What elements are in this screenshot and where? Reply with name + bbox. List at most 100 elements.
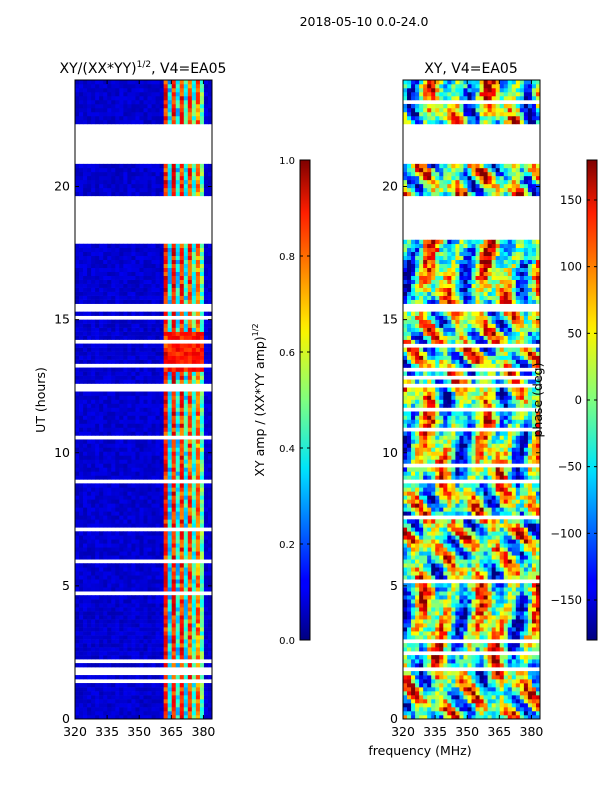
heatmap-cell (199, 283, 205, 288)
heatmap-cell (87, 375, 92, 380)
heatmap-cell (447, 647, 452, 652)
heatmap-cell (527, 647, 533, 652)
heatmap-cell (175, 255, 181, 261)
heatmap-cell (99, 691, 104, 696)
heatmap-cell (91, 167, 96, 173)
heatmap-cell (119, 691, 124, 696)
heatmap-cell (127, 519, 132, 524)
heatmap-cell (187, 455, 193, 460)
heatmap-cell (75, 255, 80, 261)
heatmap-cell (151, 675, 156, 680)
heatmap-cell (151, 579, 156, 584)
heatmap-cell (167, 175, 173, 181)
heatmap-cell (155, 623, 161, 628)
heatmap-cell (103, 619, 108, 624)
heatmap-cell (155, 187, 161, 193)
heatmap-cell (159, 311, 165, 316)
heatmap-cell (163, 331, 169, 336)
heatmap-cell (179, 523, 185, 528)
heatmap-cell (143, 447, 148, 452)
heatmap-cell (203, 715, 209, 719)
heatmap-cell (503, 655, 509, 660)
heatmap-cell (171, 619, 177, 624)
heatmap-cell (151, 551, 156, 556)
heatmap-cell (95, 543, 100, 548)
heatmap-cell (79, 599, 84, 604)
heatmap-cell (163, 163, 169, 169)
heatmap-cell (203, 651, 209, 656)
heatmap-cell (171, 355, 177, 360)
heatmap-cell (135, 371, 140, 376)
heatmap-cell (203, 103, 209, 109)
heatmap-cell (207, 167, 212, 173)
heatmap-cell (179, 583, 185, 588)
heatmap-cell (207, 503, 212, 508)
heatmap-cell (115, 555, 120, 560)
heatmap-cell (159, 419, 165, 424)
heatmap-cell (163, 83, 169, 89)
heatmap-cell (175, 91, 181, 97)
heatmap-cell (495, 687, 501, 692)
heatmap-cell (159, 343, 165, 348)
heatmap-cell (427, 663, 432, 668)
heatmap-cell (123, 503, 128, 508)
heatmap-cell (187, 423, 193, 428)
heatmap-cell (123, 607, 128, 612)
heatmap-cell (187, 419, 193, 424)
heatmap-cell (163, 379, 169, 384)
heatmap-cell (507, 659, 513, 664)
heatmap-cell (163, 555, 169, 560)
heatmap-cell (183, 539, 189, 544)
heatmap-cell (523, 659, 529, 664)
heatmap-cell (75, 247, 80, 253)
heatmap-cell (183, 619, 189, 624)
heatmap-cell (139, 291, 144, 296)
heatmap-cell (479, 679, 484, 684)
heatmap-cell (179, 171, 185, 177)
heatmap-cell (183, 583, 189, 588)
heatmap-cell (179, 551, 185, 556)
heatmap-cell (135, 183, 140, 189)
heatmap-cell (403, 695, 408, 700)
heatmap-cell (83, 83, 88, 89)
heatmap-cell (431, 707, 436, 712)
heatmap-cell (91, 247, 96, 253)
heatmap-cell (107, 295, 112, 300)
heatmap-cell (115, 251, 120, 257)
heatmap-cell (83, 463, 88, 468)
heatmap-cell (191, 447, 197, 452)
heatmap-cell (119, 299, 124, 304)
heatmap-cell (83, 323, 88, 328)
heatmap-cell (91, 299, 96, 304)
heatmap-cell (207, 279, 212, 284)
heatmap-cell (103, 111, 108, 117)
heatmap-cell (111, 343, 116, 348)
heatmap-cell (115, 531, 120, 536)
heatmap-cell (175, 251, 181, 257)
heatmap-cell (175, 247, 181, 253)
heatmap-cell (103, 455, 108, 460)
heatmap-cell (203, 683, 209, 688)
heatmap-cell (91, 179, 96, 185)
heatmap-cell (155, 491, 161, 496)
heatmap-cell (143, 687, 148, 692)
heatmap-cell (119, 103, 124, 109)
heatmap-cell (87, 331, 92, 336)
heatmap-cell (135, 691, 140, 696)
heatmap-cell (115, 603, 120, 608)
heatmap-cell (107, 635, 112, 640)
heatmap-cell (99, 115, 104, 121)
x-tick-label: 320 (63, 724, 87, 739)
heatmap-cell (127, 403, 132, 408)
heatmap-cell (167, 495, 173, 500)
heatmap-cell (179, 263, 185, 268)
heatmap-cell (119, 499, 124, 504)
heatmap-cell (191, 463, 197, 468)
heatmap-cell (95, 655, 100, 660)
heatmap-cell (83, 175, 88, 181)
heatmap-cell (139, 87, 144, 93)
heatmap-cell (135, 299, 140, 304)
heatmap-cell (199, 635, 205, 640)
heatmap-cell (515, 699, 521, 704)
heatmap-cell (171, 539, 177, 544)
